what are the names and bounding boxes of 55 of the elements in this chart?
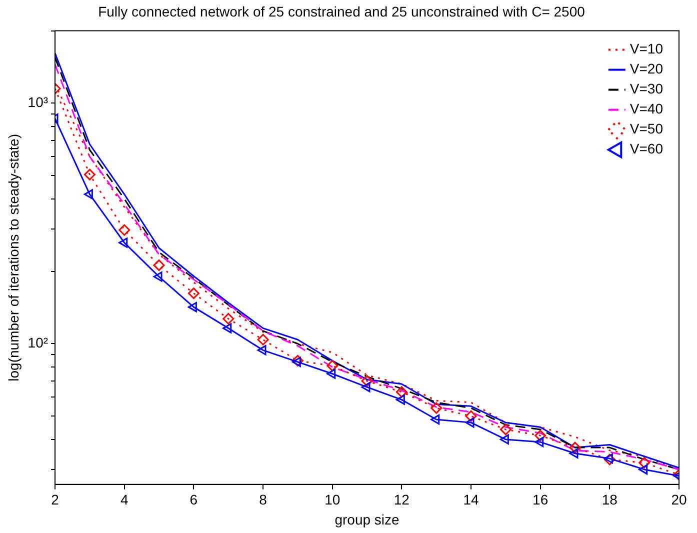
point [257, 345, 266, 356]
point [222, 312, 234, 324]
legend-label: V=20 [630, 60, 664, 77]
x-tick-label: 16 [532, 492, 548, 508]
point [638, 464, 648, 475]
y-tick-label: 10³ [28, 94, 48, 110]
y-axis-title: log(number of iterations to steady-state) [5, 134, 22, 382]
x-tick-label: 4 [120, 492, 128, 508]
point [361, 375, 373, 387]
point [500, 434, 509, 444]
point [188, 288, 200, 300]
point [292, 356, 301, 367]
point [500, 424, 512, 436]
point [430, 414, 440, 425]
point [361, 382, 370, 392]
point [396, 386, 408, 398]
point [222, 323, 232, 334]
x-tick-label: 14 [463, 492, 480, 508]
legend-label: V=40 [630, 100, 664, 117]
point [534, 436, 544, 448]
point [326, 360, 338, 372]
x-axis-title: group size [334, 511, 400, 528]
x-tick-label: 18 [602, 492, 618, 508]
point [569, 448, 578, 458]
x-tick-label: 6 [190, 492, 198, 508]
x-tick-label: 2 [51, 492, 60, 508]
point [465, 410, 477, 422]
legend-label: V=50 [630, 120, 664, 137]
chart-title: Fully connected network of 25 constrained and 25 unconstrained with C= 2500 [98, 3, 586, 20]
x-tick-label: 20 [671, 492, 687, 508]
point [569, 442, 581, 454]
point [396, 394, 405, 405]
point [326, 368, 336, 379]
point [84, 189, 93, 200]
x-tick-label: 8 [259, 492, 268, 508]
x-tick-label: 10 [324, 492, 340, 508]
legend-label: V=10 [630, 40, 664, 57]
point [153, 272, 162, 282]
x-tick-label: 12 [394, 492, 410, 508]
point [118, 224, 130, 236]
point [604, 454, 616, 466]
legend-label: V=30 [630, 80, 664, 97]
point [257, 334, 269, 346]
point [638, 456, 650, 468]
point [84, 168, 96, 180]
legend-label: V=60 [630, 140, 664, 157]
point [465, 417, 474, 428]
point [118, 238, 128, 248]
point [534, 430, 546, 442]
point [430, 402, 442, 414]
point [604, 453, 613, 464]
point [292, 354, 304, 366]
point [153, 259, 165, 271]
point [188, 302, 197, 312]
y-tick-label: 10² [28, 334, 48, 351]
